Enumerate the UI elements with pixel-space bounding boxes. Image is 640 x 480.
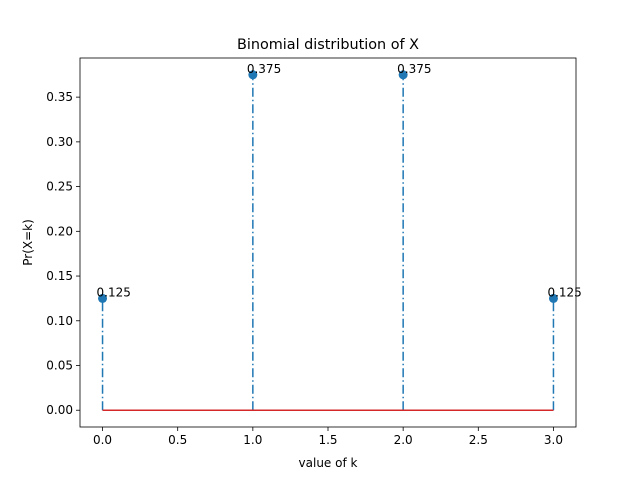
y-axis-label: Pr(X=k) bbox=[21, 219, 35, 266]
stem-marker bbox=[398, 70, 408, 80]
y-tick-label: 0.25 bbox=[46, 180, 73, 194]
y-tick-label: 0.00 bbox=[46, 403, 73, 417]
x-tick-label: 0.5 bbox=[168, 433, 187, 447]
plot-area: 0.125 0.375 0.375 0.125 bbox=[97, 62, 582, 411]
data-label: 0.375 bbox=[247, 62, 281, 76]
data-label: 0.125 bbox=[547, 285, 581, 299]
stem-marker bbox=[248, 70, 258, 80]
x-tick-label: 0.0 bbox=[93, 433, 112, 447]
x-tick-label: 2.5 bbox=[469, 433, 488, 447]
y-tick-label: 0.05 bbox=[46, 359, 73, 373]
y-tick-label: 0.15 bbox=[46, 269, 73, 283]
y-axis: 0.00 0.05 0.10 0.15 0.20 0.25 0.30 0.35 bbox=[46, 90, 80, 417]
y-tick-label: 0.20 bbox=[46, 224, 73, 238]
data-label: 0.125 bbox=[97, 285, 131, 299]
y-tick-label: 0.30 bbox=[46, 135, 73, 149]
data-label: 0.375 bbox=[397, 62, 431, 76]
stem-marker bbox=[98, 293, 108, 303]
x-tick-label: 3.0 bbox=[544, 433, 563, 447]
y-tick-label: 0.10 bbox=[46, 314, 73, 328]
x-tick-label: 2.0 bbox=[394, 433, 413, 447]
x-tick-label: 1.0 bbox=[243, 433, 262, 447]
stem-marker bbox=[548, 293, 558, 303]
x-tick-label: 1.5 bbox=[318, 433, 337, 447]
x-axis-label: value of k bbox=[299, 456, 358, 470]
chart-title: Binomial distribution of X bbox=[237, 37, 419, 53]
x-axis: 0.0 0.5 1.0 1.5 2.0 2.5 3.0 bbox=[93, 427, 563, 447]
y-tick-label: 0.35 bbox=[46, 90, 73, 104]
